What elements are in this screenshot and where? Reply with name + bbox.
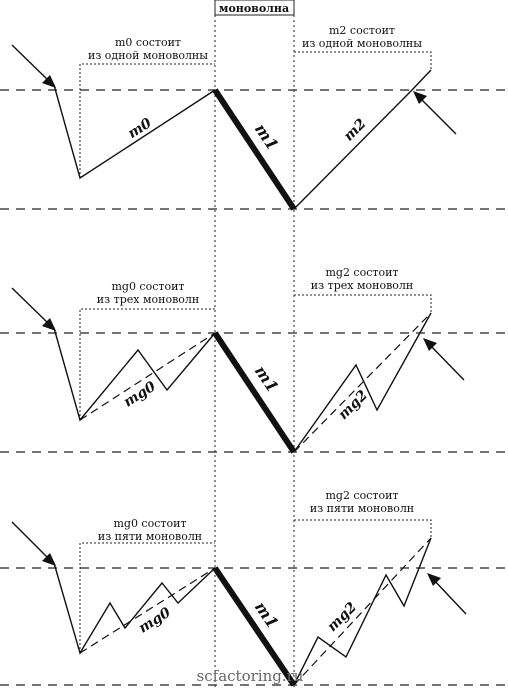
wave-path — [53, 84, 216, 180]
right-note-line-2: из трех моноволн — [311, 279, 413, 292]
label-right: m2 — [341, 116, 370, 145]
panel-3: mg0 состоит из пяти моноволн mg2 состоит… — [0, 489, 508, 687]
right-bracket — [294, 51, 432, 70]
wave-mg2-path — [293, 312, 432, 453]
arrow-left — [11, 521, 51, 561]
arrowhead-left-icon — [42, 318, 56, 331]
right-note-line-1: mg2 состоит — [325, 266, 398, 279]
header-label: моноволна — [219, 2, 289, 15]
left-note-line-1: mg0 состоит — [113, 517, 186, 530]
trend-mg0 — [79, 332, 216, 421]
panel-1: m0 состоит из одной моноволны m2 состоит… — [0, 24, 508, 211]
wave-m1 — [212, 331, 297, 454]
wave-path — [53, 562, 216, 655]
wave-m1 — [212, 88, 297, 211]
left-note-line-2: из пяти моноволн — [98, 530, 202, 543]
right-note-line-1: m2 состоит — [329, 24, 395, 37]
left-note-line-2: из одной моноволны — [88, 49, 208, 62]
wave-path — [53, 327, 216, 422]
label-right: mg2 — [335, 387, 371, 423]
arrowhead-right-icon — [427, 573, 441, 586]
wave-m1 — [212, 566, 297, 687]
arrow-left — [11, 44, 51, 83]
trend-mg0 — [79, 567, 216, 654]
label-left: mg0 — [136, 605, 174, 637]
right-bracket — [294, 294, 432, 313]
panel-2: mg0 состоит из трех моноволн mg2 состоит… — [0, 266, 508, 454]
arrowhead-right-icon — [413, 91, 427, 104]
label-left: mg0 — [121, 379, 159, 411]
left-note-line-1: mg0 состоит — [111, 280, 184, 293]
arrowhead-right-icon — [423, 338, 437, 351]
left-note-line-1: m0 состоит — [115, 36, 181, 49]
left-note-line-2: из трех моноволн — [97, 293, 199, 306]
left-bracket — [79, 308, 215, 420]
trend-mg2 — [293, 537, 432, 686]
left-bracket — [79, 63, 215, 178]
header-box — [214, 0, 295, 16]
right-bracket — [294, 519, 432, 538]
watermark: scfactoring.ru — [197, 667, 304, 685]
label-right: mg2 — [324, 599, 360, 635]
arrow-left — [11, 287, 51, 326]
left-bracket — [79, 542, 215, 653]
arrowhead-left-icon — [42, 553, 56, 566]
wave-mg2-path — [293, 537, 432, 686]
label-left: m0 — [125, 115, 155, 142]
right-note-line-1: mg2 состоит — [325, 489, 398, 502]
arrow-right — [417, 95, 457, 135]
arrow-right — [427, 342, 465, 381]
right-note-line-2: из пяти моноволн — [310, 502, 414, 515]
right-note-line-2: из одной моноволны — [302, 37, 422, 50]
arrowhead-left-icon — [42, 75, 56, 88]
trend-mg2 — [293, 312, 432, 453]
arrow-right — [431, 577, 467, 615]
wave-m2-path — [293, 69, 432, 210]
